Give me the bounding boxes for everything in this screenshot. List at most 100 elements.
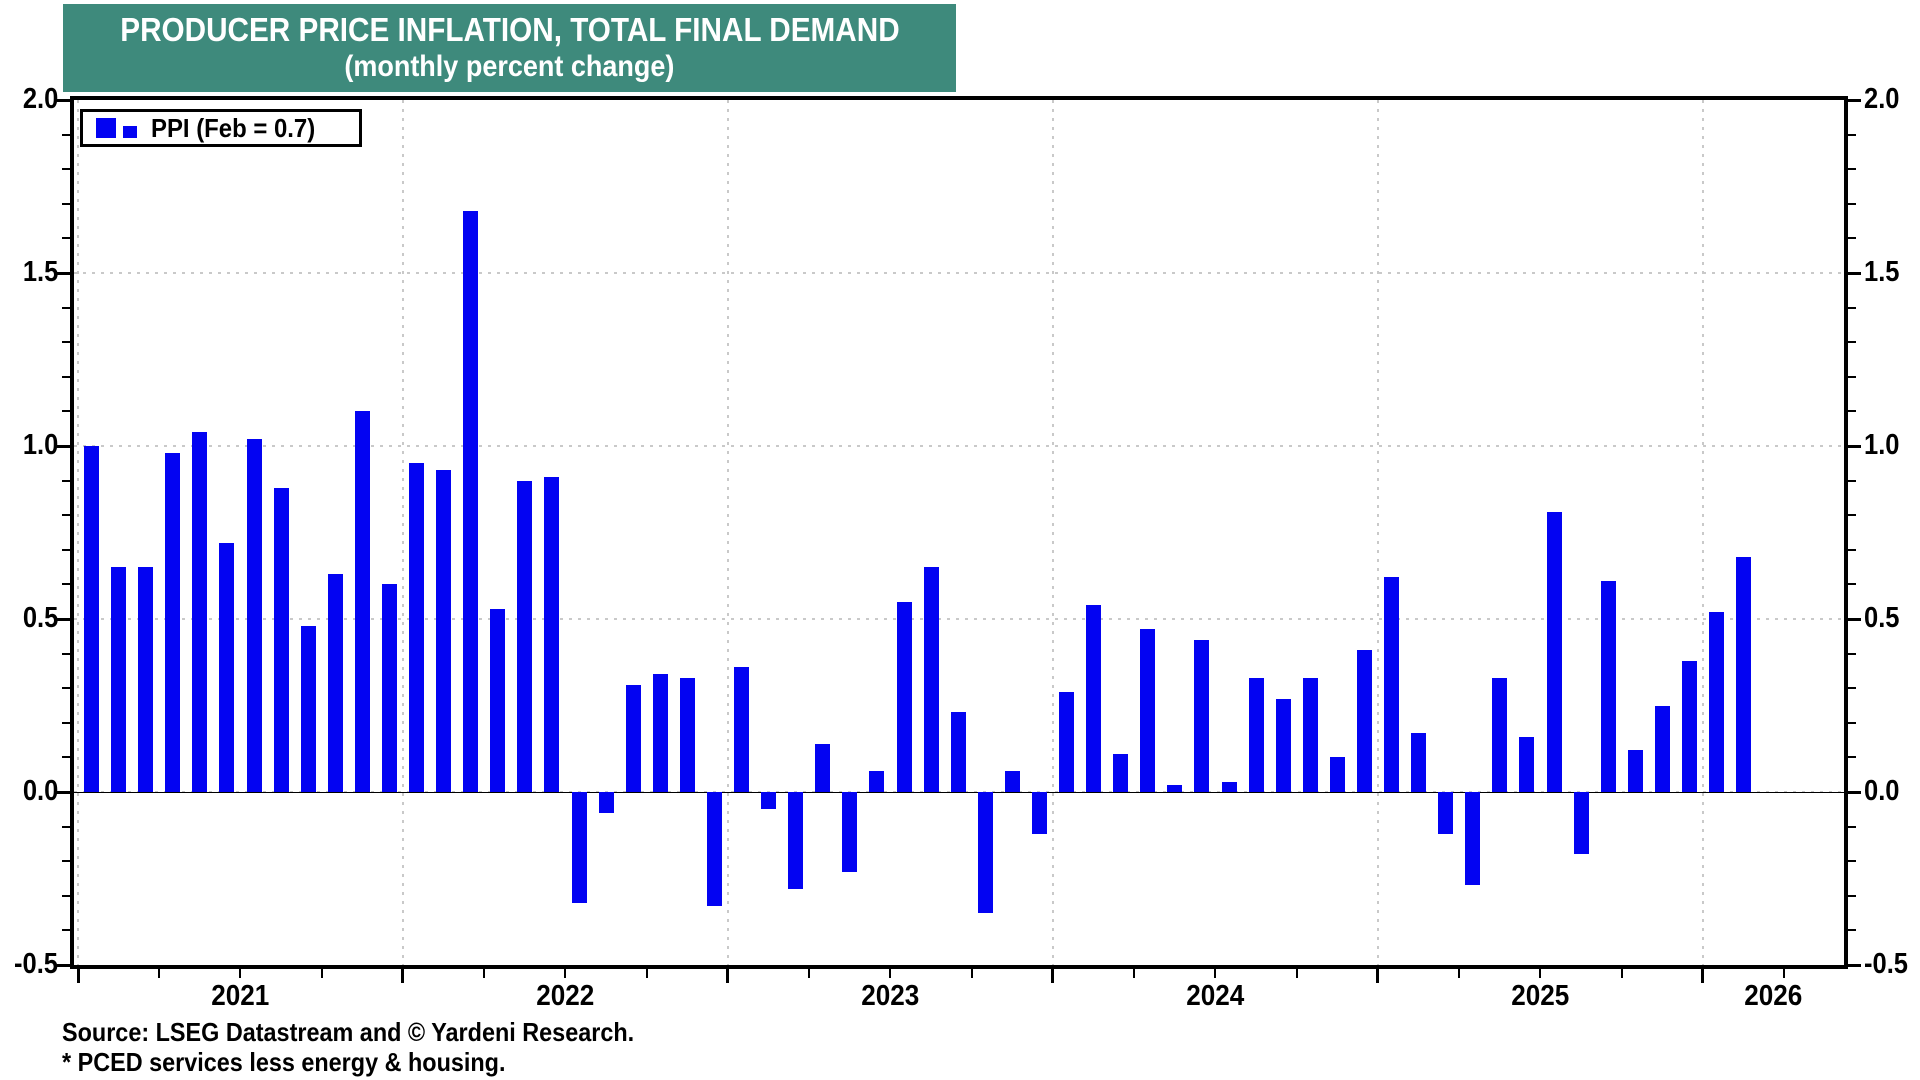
y-axis-label-left: 1.5: [0, 258, 58, 287]
year-label-text: 2026: [1744, 980, 1803, 1012]
bar: [463, 210, 479, 792]
x-tick-minor: [158, 969, 161, 978]
x-tick-minor: [1783, 969, 1786, 978]
y-tick-left: [62, 756, 70, 759]
y-tick-right: [1848, 963, 1861, 967]
y-tick-left: [57, 617, 70, 621]
bar: [1329, 757, 1345, 792]
bar: [165, 452, 181, 792]
x-tick-minor: [808, 969, 811, 978]
y-axis-label-left: 0.5: [0, 604, 58, 633]
y-tick-right: [1848, 202, 1856, 205]
y-tick-right: [1848, 894, 1856, 897]
year-label: 2025: [1480, 981, 1600, 1011]
y-tick-right: [1848, 444, 1861, 448]
bar: [1194, 639, 1210, 792]
bar: [625, 684, 641, 792]
y-tick-left: [62, 168, 70, 171]
bar: [138, 567, 154, 792]
bar: [652, 674, 668, 792]
bar: [1627, 750, 1643, 792]
y-tick-right: [1848, 514, 1856, 517]
y-axis-label-text: 0.0: [1864, 775, 1900, 807]
y-axis-label-text: 1.0: [1864, 429, 1900, 461]
bar: [1736, 556, 1752, 792]
y-tick-left: [62, 514, 70, 517]
bar: [598, 792, 614, 813]
bar: [706, 792, 722, 907]
y-axis-label-left: 1.0: [0, 431, 58, 460]
y-tick-left: [62, 341, 70, 344]
y-axis-label-text: 0.0: [22, 775, 58, 807]
bar: [1356, 650, 1372, 792]
bar: [869, 771, 885, 792]
bar: [1275, 698, 1291, 792]
y-axis-label-right: 1.5: [1864, 258, 1920, 287]
year-label-text: 2021: [211, 980, 270, 1012]
bar: [1492, 677, 1508, 792]
y-tick-left: [62, 479, 70, 482]
y-tick-left: [62, 894, 70, 897]
bar: [1167, 785, 1183, 792]
bar: [490, 608, 506, 792]
x-tick-minor: [1295, 969, 1298, 978]
bar: [544, 477, 560, 792]
bar: [354, 411, 370, 792]
y-axis-label-right: 0.0: [1864, 777, 1920, 806]
bar: [219, 542, 235, 792]
bar: [1573, 792, 1589, 855]
bar: [1384, 577, 1400, 792]
y-tick-left: [62, 548, 70, 551]
bar: [436, 470, 452, 792]
y-axis-label-text: 1.5: [1864, 256, 1900, 288]
y-tick-right: [1848, 237, 1856, 240]
y-axis-label-text: 1.5: [22, 256, 58, 288]
bar: [679, 677, 695, 792]
bar: [517, 480, 533, 792]
bar: [1681, 660, 1697, 792]
y-tick-right: [1848, 375, 1856, 378]
y-tick-right: [1848, 548, 1856, 551]
y-axis-label-right: 1.0: [1864, 431, 1920, 460]
zero-line: [74, 791, 1844, 793]
y-tick-left: [57, 963, 70, 967]
y-tick-right: [1848, 133, 1856, 136]
x-tick-minor: [1539, 969, 1542, 978]
year-gridline: [726, 100, 729, 965]
y-tick-right: [1848, 583, 1856, 586]
plot-area: [70, 96, 1848, 969]
title-banner: PRODUCER PRICE INFLATION, TOTAL FINAL DE…: [63, 4, 956, 92]
y-tick-right: [1848, 929, 1856, 932]
y-tick-right: [1848, 860, 1856, 863]
y-axis-label-right: 2.0: [1864, 85, 1920, 114]
y-tick-right: [1848, 721, 1856, 724]
y-tick-left: [57, 98, 70, 102]
year-label: 2021: [180, 981, 300, 1011]
y-tick-left: [62, 133, 70, 136]
value-gridline: [74, 272, 1844, 274]
x-tick-minor: [564, 969, 567, 978]
bar: [1654, 705, 1670, 792]
bar: [1519, 736, 1535, 792]
bar-series-marker-small-icon: [123, 126, 137, 138]
x-tick-minor: [1214, 969, 1217, 978]
year-gridline: [77, 100, 79, 965]
y-tick-right: [1848, 410, 1856, 413]
bar: [788, 792, 804, 889]
x-tick-minor: [239, 969, 242, 978]
year-label: 2024: [1155, 981, 1275, 1011]
y-tick-right: [1848, 617, 1861, 621]
y-axis-label-text: 2.0: [1864, 83, 1900, 115]
bar: [1059, 691, 1075, 792]
source-text: Source: LSEG Datastream and © Yardeni Re…: [62, 1017, 635, 1047]
bar: [1221, 781, 1237, 792]
bar: [1113, 753, 1129, 792]
y-tick-right: [1848, 168, 1856, 171]
y-axis-label-right: 0.5: [1864, 604, 1920, 633]
y-tick-right: [1848, 341, 1856, 344]
x-tick-major: [401, 969, 405, 983]
bar: [409, 463, 425, 792]
bar: [842, 792, 858, 872]
y-tick-left: [62, 306, 70, 309]
